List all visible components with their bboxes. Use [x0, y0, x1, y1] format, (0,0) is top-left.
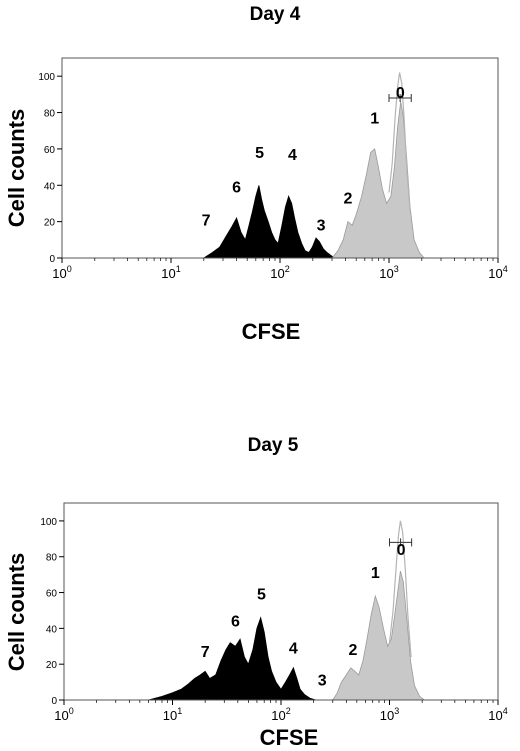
day-4-y-axis-label: Cell counts	[4, 109, 29, 228]
day-4-division-label: 5	[255, 145, 264, 162]
day-4-title: Day 4	[250, 4, 301, 25]
day-5-y-tick-label: 0	[51, 696, 57, 707]
day-4-x-tick-label: 102	[270, 264, 289, 281]
day-4-undivided-cells-histogram	[331, 101, 425, 259]
day-4-y-tick-label: 80	[44, 109, 56, 120]
day-4-x-tick-label: 103	[379, 264, 398, 281]
day-4-division-label: 3	[317, 218, 326, 235]
day-5-control-peak-outline	[388, 520, 412, 658]
day-5-x-tick-label: 103	[380, 706, 399, 723]
day-4-y-tick-label: 40	[44, 181, 56, 192]
day-4-division-label: 1	[370, 110, 379, 127]
day-4-division-label: 2	[343, 190, 352, 207]
day-5-plot-frame	[63, 502, 499, 701]
day-4-x-axis-label: CFSE	[242, 319, 301, 344]
day-4-division-label: 0	[396, 85, 405, 102]
day-5-title: Day 5	[248, 435, 299, 456]
day-4-x-tick-label: 100	[52, 264, 71, 281]
day-5-division-label: 0	[397, 542, 406, 559]
day-5-undivided-cells-histogram	[332, 570, 426, 701]
day-5-y-tick-label: 80	[46, 553, 58, 564]
day-5-x-tick-label: 102	[271, 706, 290, 723]
day-4-x-tick-label: 104	[488, 264, 507, 281]
day-5-x-tick-label: 100	[54, 706, 73, 723]
day-5-y-tick-label: 20	[46, 660, 58, 671]
day-5-y-tick-label: 40	[46, 624, 58, 635]
day-4-plot-frame	[61, 57, 499, 259]
day-4-y-tick-label: 20	[44, 218, 56, 229]
day-5-x-tick-label: 101	[163, 706, 182, 723]
day-4-control-peak-outline	[388, 72, 411, 211]
day-5-division-label: 1	[371, 565, 380, 582]
day-4-division-label: 6	[232, 180, 241, 197]
day-5-x-axis-label: CFSE	[260, 725, 319, 750]
day-4-dividing-cells-histogram	[202, 185, 337, 259]
day-4-division-label: 7	[202, 212, 211, 229]
day-4-y-tick-label: 60	[44, 145, 56, 156]
day-4-y-tick-label: 100	[38, 72, 55, 83]
day-4-division-label: 4	[288, 147, 297, 164]
day-5-division-label: 4	[289, 640, 298, 657]
day-5-y-tick-label: 100	[40, 517, 57, 528]
day-5-division-label: 3	[318, 673, 327, 690]
day-5-division-label: 6	[231, 614, 240, 631]
day-5-y-tick-label: 60	[46, 589, 58, 600]
day-5-division-label: 5	[257, 587, 266, 604]
day-5-dividing-cells-histogram	[148, 616, 317, 701]
day-5-division-label: 2	[348, 642, 357, 659]
day-4-y-tick-label: 0	[49, 254, 55, 265]
day-5-x-tick-label: 104	[488, 706, 507, 723]
day-5-y-axis-label: Cell counts	[4, 553, 29, 672]
day-4-x-tick-label: 101	[161, 264, 180, 281]
day-5-division-label: 7	[201, 644, 210, 661]
